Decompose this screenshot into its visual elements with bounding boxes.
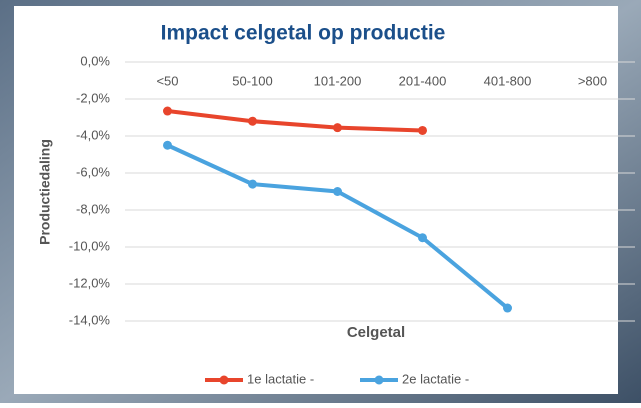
data-point [333, 123, 342, 132]
x-tick-label: 201-400 [399, 73, 447, 88]
data-point [503, 304, 512, 313]
x-tick-label: 401-800 [484, 73, 532, 88]
data-point [163, 141, 172, 150]
y-tick-label: -4,0% [76, 127, 110, 142]
x-tick-label: >800 [578, 73, 607, 88]
legend-label: 2e lactatie - [402, 371, 469, 386]
chart-title: Impact celgetal op productie [161, 22, 446, 45]
chart: Impact celgetal op productie Celgetal Pr… [0, 0, 641, 403]
data-point [333, 187, 342, 196]
legend-marker [375, 376, 384, 385]
page: Impact celgetal op productie Celgetal Pr… [0, 0, 641, 403]
data-point [418, 126, 427, 135]
y-axis-label: Productiedaling [37, 139, 53, 245]
x-tick-label: 101-200 [314, 73, 362, 88]
y-tick-label: -6,0% [76, 164, 110, 179]
x-tick-label: <50 [156, 73, 178, 88]
y-tick-label: 0,0% [80, 53, 110, 68]
y-tick-label: -12,0% [69, 275, 111, 290]
y-tick-label: -14,0% [69, 312, 111, 327]
y-tick-label: -2,0% [76, 90, 110, 105]
x-axis-label: Celgetal [347, 324, 405, 341]
legend-label: 1e lactatie - [247, 371, 314, 386]
data-point [248, 117, 257, 126]
y-tick-label: -8,0% [76, 201, 110, 216]
legend-marker [220, 376, 229, 385]
y-tick-label: -10,0% [69, 238, 111, 253]
data-point [163, 107, 172, 116]
x-tick-label: 50-100 [232, 73, 272, 88]
data-point [248, 180, 257, 189]
data-point [418, 233, 427, 242]
